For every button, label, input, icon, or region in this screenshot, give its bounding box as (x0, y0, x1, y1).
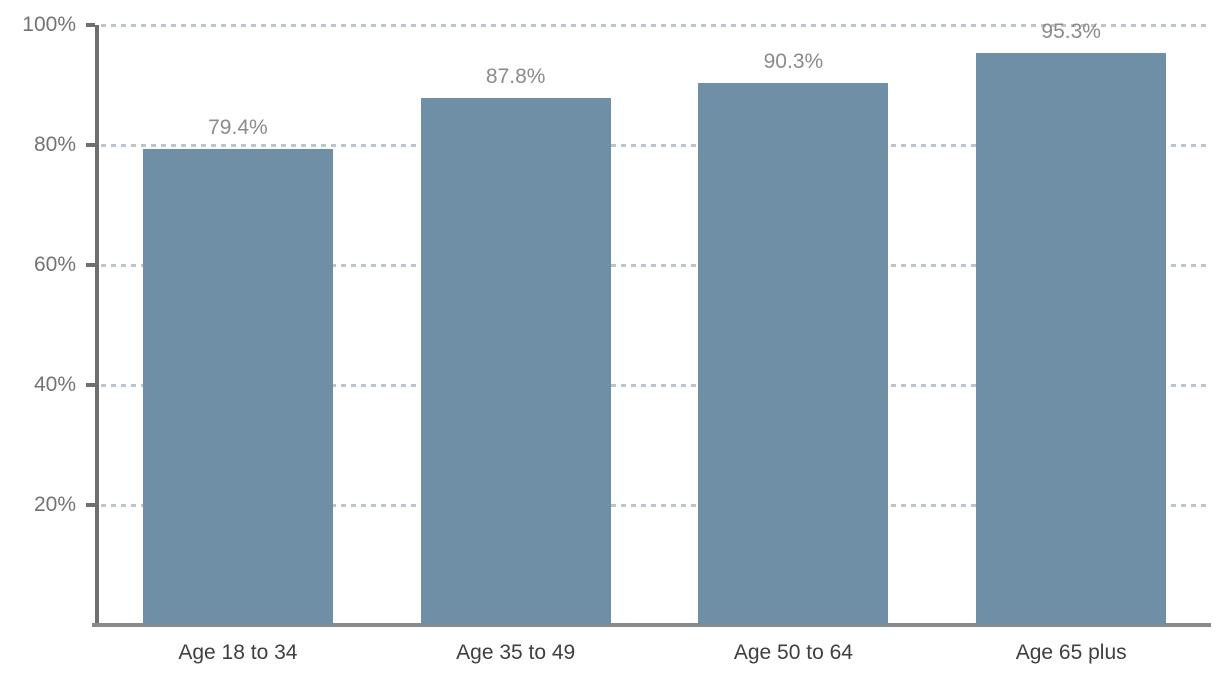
bar-value-label: 90.3% (763, 50, 824, 74)
gridline (101, 384, 1209, 387)
bar-age-18-to-34[interactable] (142, 148, 333, 625)
gridline (101, 504, 1209, 507)
y-axis-tick (86, 143, 95, 147)
bar-age-65-plus[interactable] (976, 53, 1167, 625)
y-axis-tick-label: 40% (33, 373, 76, 396)
y-axis-tick-label: 80% (33, 133, 76, 156)
y-axis-line (95, 25, 99, 623)
bar-value-label: 87.8% (485, 65, 546, 89)
x-axis-category-label: Age 18 to 34 (178, 641, 298, 664)
y-axis-tick (86, 263, 95, 267)
gridline (101, 144, 1209, 147)
y-axis-tick-label: 20% (33, 493, 76, 516)
gridline (101, 264, 1209, 267)
bar-value-label: 95.3% (1041, 20, 1101, 44)
gridline (101, 24, 1209, 27)
x-axis-category-label: Age 35 to 49 (456, 641, 576, 664)
x-axis-category-label: Age 65 plus (1015, 641, 1127, 664)
bar-value-label: 79.4% (208, 115, 268, 139)
bar-age-35-to-49[interactable] (420, 98, 611, 625)
y-axis-tick-label: 60% (33, 253, 76, 276)
bar-age-50-to-64[interactable] (698, 83, 889, 625)
y-axis-tick (86, 503, 95, 507)
x-axis-category-label: Age 50 to 64 (733, 641, 853, 664)
y-axis-tick (86, 23, 95, 27)
y-axis-tick-label: 100% (22, 13, 76, 36)
x-axis-baseline (92, 623, 1211, 627)
y-axis-tick (86, 383, 95, 387)
